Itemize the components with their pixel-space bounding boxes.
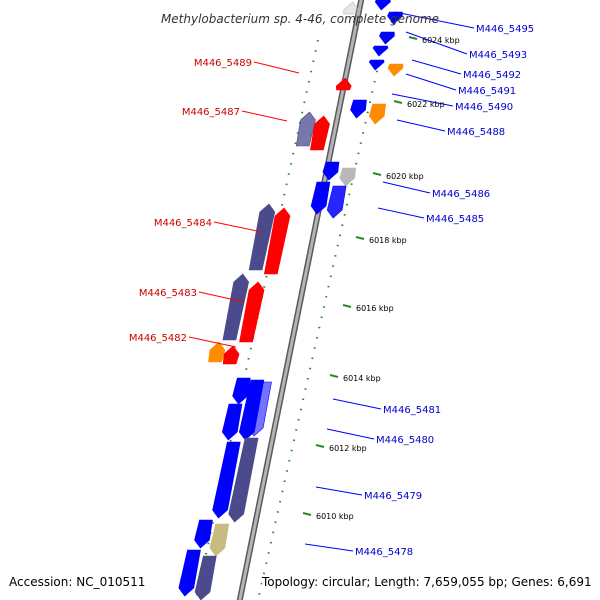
feature-arrow-20 [239,281,265,343]
genome-summary: Topology: circular; Length: 7,659,055 bp… [262,575,592,589]
feature-arrow-27 [212,441,241,519]
leader-forward-11 [315,486,363,496]
feature-arrow-28 [228,437,259,523]
feature-arrow-16 [326,185,347,219]
feature-arrow-4 [379,31,395,45]
tick-label-6: 6014 kbp [343,374,381,383]
gene-label-forward-9: M446_5481 [383,405,441,416]
feature-arrow-31 [178,549,201,597]
accession-label: Accession: NC_010511 [9,575,146,589]
leader-reverse-1 [253,61,300,74]
gene-label-forward-8: M446_5485 [426,214,484,225]
gene-label-reverse-3: M446_5484 [154,218,212,229]
leader-forward-6 [396,119,446,132]
feature-arrow-13 [322,161,340,181]
feature-arrow-32 [194,555,217,600]
feature-arrow-12 [310,115,330,151]
feature-arrow-5 [372,45,389,57]
feature-arrow-17 [248,203,276,271]
feature-arrow-11 [295,111,316,147]
leader-reverse-4 [198,291,245,303]
tick-mark-6 [329,374,339,378]
tick-label-8: 6010 kbp [316,512,354,521]
tick-label-7: 6012 kbp [329,444,367,453]
leader-forward-5 [391,93,454,107]
leader-forward-1 [394,11,475,29]
feature-arrow-8 [335,77,352,91]
tick-label-1: 6024 kbp [422,36,460,45]
gene-label-forward-6: M446_5488 [447,127,505,138]
tick-label-2: 6022 kbp [407,100,445,109]
gene-label-reverse-5: M446_5482 [129,333,187,344]
gene-label-forward-5: M446_5490 [455,102,513,113]
leader-forward-4 [405,73,457,91]
tick-mark-4 [355,236,365,240]
map-title: Methylobacterium sp. 4-46, complete geno… [161,12,439,26]
gene-features [178,0,404,600]
label-leader-lines [188,11,475,552]
feature-arrow-26 [247,381,272,437]
tick-label-4: 6018 kbp [369,236,407,245]
feature-arrow-10 [368,103,387,125]
feature-arrow-18 [263,207,291,275]
gene-label-forward-1: M446_5495 [476,24,534,35]
feature-arrow-29 [194,519,213,549]
gene-label-forward-4: M446_5491 [458,86,516,97]
tick-mark-8 [302,512,312,516]
feature-arrow-30 [209,523,230,557]
leader-reverse-3 [213,221,263,233]
feature-arrow-15 [310,181,331,215]
genome-backbone [236,0,365,600]
leader-forward-7 [382,181,431,194]
leader-forward-12 [304,543,354,552]
feature-arrow-7 [387,63,404,77]
scale-ticks: 6024 kbp 6022 kbp 6020 kbp 6018 kbp 6016 kbp… [302,36,460,521]
gene-label-forward-2: M446_5493 [469,50,527,61]
leader-reverse-2 [241,110,288,122]
dotted-ring-2 [257,39,385,600]
gene-label-reverse-2: M446_5487 [182,107,240,118]
tick-mark-2 [393,100,403,104]
feature-arrow-6 [368,59,385,71]
feature-arrow-9 [350,99,367,119]
leader-forward-8 [377,207,425,219]
gene-label-reverse-1: M446_5489 [194,58,252,69]
gene-label-forward-7: M446_5486 [432,189,490,200]
feature-arrow-2 [374,0,391,11]
tick-label-5: 6016 kbp [356,304,394,313]
dotted-rings [195,39,385,600]
tick-mark-5 [342,304,352,308]
gene-label-forward-10: M446_5480 [376,435,434,446]
tick-mark-7 [315,444,325,448]
leader-forward-9 [332,398,382,410]
feature-arrow-23 [232,377,251,405]
gene-label-forward-3: M446_5492 [463,70,521,81]
gene-label-forward-12: M446_5478 [355,547,413,558]
feature-arrow-22 [222,345,240,365]
dotted-ring-1 [195,39,319,600]
gene-labels: M446_5489 M446_5487 M446_5484 M446_5483 M446… [129,24,534,558]
feature-arrow-3 [387,11,403,25]
feature-arrow-19 [222,273,250,341]
feature-arrow-24 [221,403,243,441]
tick-label-3: 6020 kbp [386,172,424,181]
feature-arrow-21 [208,341,226,363]
leader-reverse-5 [188,336,237,348]
gene-label-forward-11: M446_5479 [364,491,422,502]
leader-forward-2 [405,31,468,55]
feature-arrow-1 [343,1,360,15]
tick-mark-1 [408,36,418,40]
leader-forward-10 [326,428,375,440]
gene-label-reverse-4: M446_5483 [139,288,197,299]
feature-arrow-14 [339,167,357,187]
tick-mark-3 [372,172,382,176]
leader-forward-3 [411,59,462,75]
